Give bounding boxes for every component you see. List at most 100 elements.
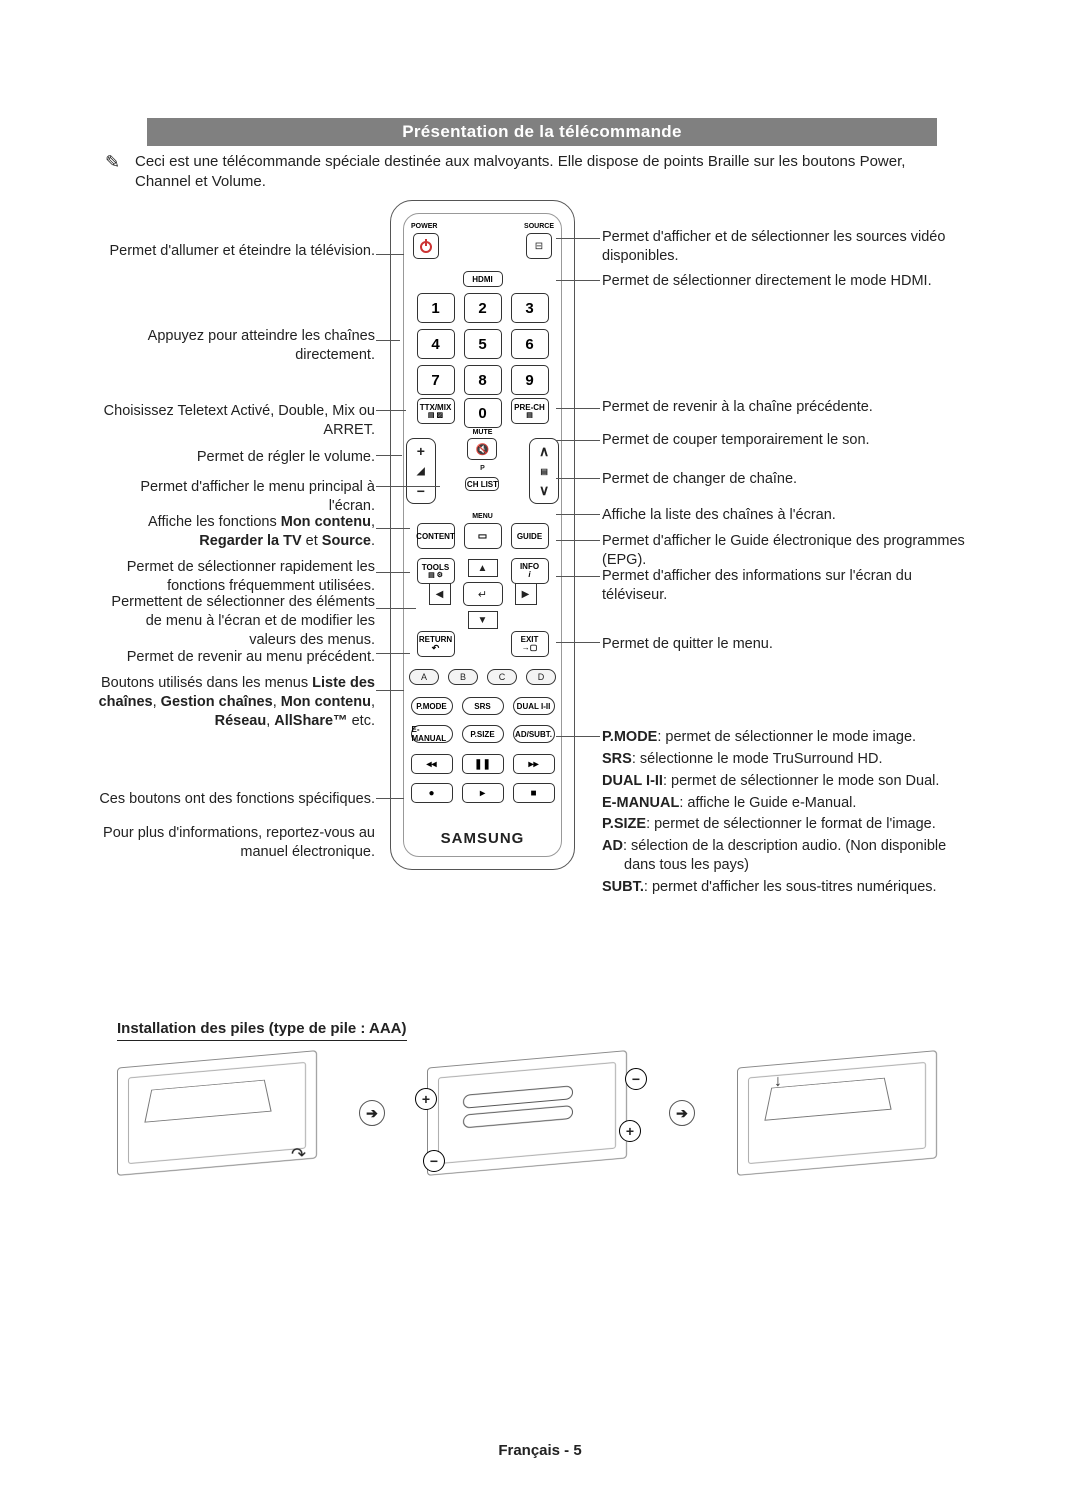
arrow-icon: ➔ <box>359 1100 385 1126</box>
key-9[interactable]: 9 <box>511 365 549 395</box>
left-callout: Permet d'allumer et éteindre la télévisi… <box>95 242 375 261</box>
right-callout: Permet de sélectionner directement le mo… <box>602 272 967 291</box>
left-callout: Permet d'afficher le menu principal à l'… <box>95 478 375 516</box>
left-callout: Ces boutons ont des fonctions spécifique… <box>95 790 375 809</box>
leader-line <box>556 440 600 441</box>
leader-line <box>556 478 600 479</box>
color-button-d[interactable]: D <box>526 669 556 685</box>
leader-line <box>376 572 410 573</box>
right-callout: Permet de quitter le menu. <box>602 635 967 654</box>
color-button-a[interactable]: A <box>409 669 439 685</box>
emanual-button[interactable]: E-MANUAL <box>411 725 453 743</box>
right-callout: Permet de revenir à la chaîne précédente… <box>602 398 967 417</box>
transport-button[interactable]: ▸ <box>462 783 504 803</box>
psize-button[interactable]: P.SIZE <box>462 725 504 743</box>
transport-row-1: ◂◂ ❚❚ ▸▸ <box>391 754 574 774</box>
leader-line <box>376 798 404 799</box>
enter-button[interactable]: ↵ <box>463 582 503 606</box>
label-menu: MENU <box>391 513 574 520</box>
left-callout: Appuyez pour atteindre les chaînes direc… <box>95 327 375 365</box>
battery-step-3: ↓ <box>737 1050 937 1176</box>
transport-button[interactable]: ❚❚ <box>462 754 504 774</box>
transport-button[interactable]: ■ <box>513 783 555 803</box>
dpad-left[interactable]: ◀ <box>429 583 451 605</box>
right-callout: Affiche la liste des chaînes à l'écran. <box>602 506 967 525</box>
definition-row: SUBT.: permet d'afficher les sous-titres… <box>602 878 977 897</box>
prech-button[interactable]: PRE-CH▤ <box>511 398 549 424</box>
left-callout: Pour plus d'informations, reportez-vous … <box>95 824 375 862</box>
color-button-b[interactable]: B <box>448 669 478 685</box>
label-mute: MUTE <box>391 429 574 436</box>
left-callout: Choisissez Teletext Activé, Double, Mix … <box>95 402 375 440</box>
leader-line <box>556 576 600 577</box>
key-5[interactable]: 5 <box>464 329 502 359</box>
left-callout: Boutons utilisés dans les menus Liste de… <box>95 674 375 731</box>
dpad-up[interactable]: ▲ <box>468 559 498 577</box>
right-callout: Permet de couper temporairement le son. <box>602 431 967 450</box>
definition-row: DUAL I-II: permet de sélectionner le mod… <box>602 772 977 791</box>
transport-button[interactable]: ▸▸ <box>513 754 555 774</box>
battery-figures: ↷ ➔ + − − + ➔ ↓ <box>117 1058 937 1168</box>
ttxmix-button[interactable]: TTX/MIX▤ ▨ <box>417 398 455 424</box>
leader-line <box>376 528 410 529</box>
left-callout: Permet de régler le volume. <box>95 448 375 467</box>
leader-line <box>556 514 600 515</box>
key-2[interactable]: 2 <box>464 293 502 323</box>
key-4[interactable]: 4 <box>417 329 455 359</box>
return-button[interactable]: RETURN↶ <box>417 631 455 657</box>
definition-row: SRS: sélectionne le mode TruSurround HD. <box>602 750 977 769</box>
leader-line <box>556 280 600 281</box>
page-title: Présentation de la télécommande <box>147 118 937 146</box>
leader-line <box>556 238 600 239</box>
transport-row-2: ● ▸ ■ <box>391 783 574 803</box>
leader-line <box>556 408 600 409</box>
dual-button[interactable]: DUAL I-II <box>513 697 555 715</box>
leader-line <box>376 340 400 341</box>
leader-line <box>376 486 440 487</box>
power-button[interactable] <box>413 233 439 259</box>
source-button[interactable]: ⊟ <box>526 233 552 259</box>
left-callout: Affiche les fonctions Mon contenu, Regar… <box>95 513 375 551</box>
leader-line <box>376 455 402 456</box>
key-3[interactable]: 3 <box>511 293 549 323</box>
dpad-down[interactable]: ▼ <box>468 611 498 629</box>
channel-rocker[interactable]: ∧▤∨ <box>529 438 559 504</box>
hdmi-button[interactable]: HDMI <box>463 271 503 287</box>
remote-control: POWER SOURCE ⊟ HDMI 123456789 TTX/MIX▤ ▨… <box>390 200 575 870</box>
definition-row: AD: sélection de la description audio. (… <box>602 837 977 875</box>
transport-button[interactable]: ◂◂ <box>411 754 453 774</box>
note-icon: ✎ <box>105 152 120 173</box>
color-button-c[interactable]: C <box>487 669 517 685</box>
exit-button[interactable]: EXIT→▢ <box>511 631 549 657</box>
adsubt-button[interactable]: AD/SUBT. <box>513 725 555 743</box>
guide-button[interactable]: GUIDE <box>511 523 549 549</box>
menu-button[interactable]: ▭ <box>464 523 502 549</box>
leader-line <box>376 653 410 654</box>
leader-line <box>376 690 404 691</box>
battery-step-1: ↷ <box>117 1050 317 1176</box>
leader-line <box>376 608 416 609</box>
right-callout: Permet de changer de chaîne. <box>602 470 967 489</box>
label-source: SOURCE <box>524 223 554 230</box>
leader-line <box>376 410 406 411</box>
dpad-right[interactable]: ▶ <box>515 583 537 605</box>
volume-rocker[interactable]: +◢− <box>406 438 436 504</box>
leader-line <box>556 736 600 737</box>
left-callout: Permettent de sélectionner des éléments … <box>95 593 375 650</box>
left-callout: Permet de sélectionner rapidement les fo… <box>95 558 375 596</box>
leader-line <box>556 642 600 643</box>
transport-button[interactable]: ● <box>411 783 453 803</box>
mute-button[interactable]: 🔇 <box>467 438 497 460</box>
key-1[interactable]: 1 <box>417 293 455 323</box>
key-7[interactable]: 7 <box>417 365 455 395</box>
pmode-button[interactable]: P.MODE <box>411 697 453 715</box>
chlist-button[interactable]: CH LIST <box>465 477 499 491</box>
content-button[interactable]: CONTENT <box>417 523 455 549</box>
color-buttons-row: ABCD <box>391 669 574 685</box>
dpad: ▲ ▼ ◀ ▶ ↵ <box>417 559 549 629</box>
key-0[interactable]: 0 <box>464 398 502 428</box>
key-6[interactable]: 6 <box>511 329 549 359</box>
key-8[interactable]: 8 <box>464 365 502 395</box>
srs-button[interactable]: SRS <box>462 697 504 715</box>
right-definitions: P.MODE: permet de sélectionner le mode i… <box>602 728 977 900</box>
